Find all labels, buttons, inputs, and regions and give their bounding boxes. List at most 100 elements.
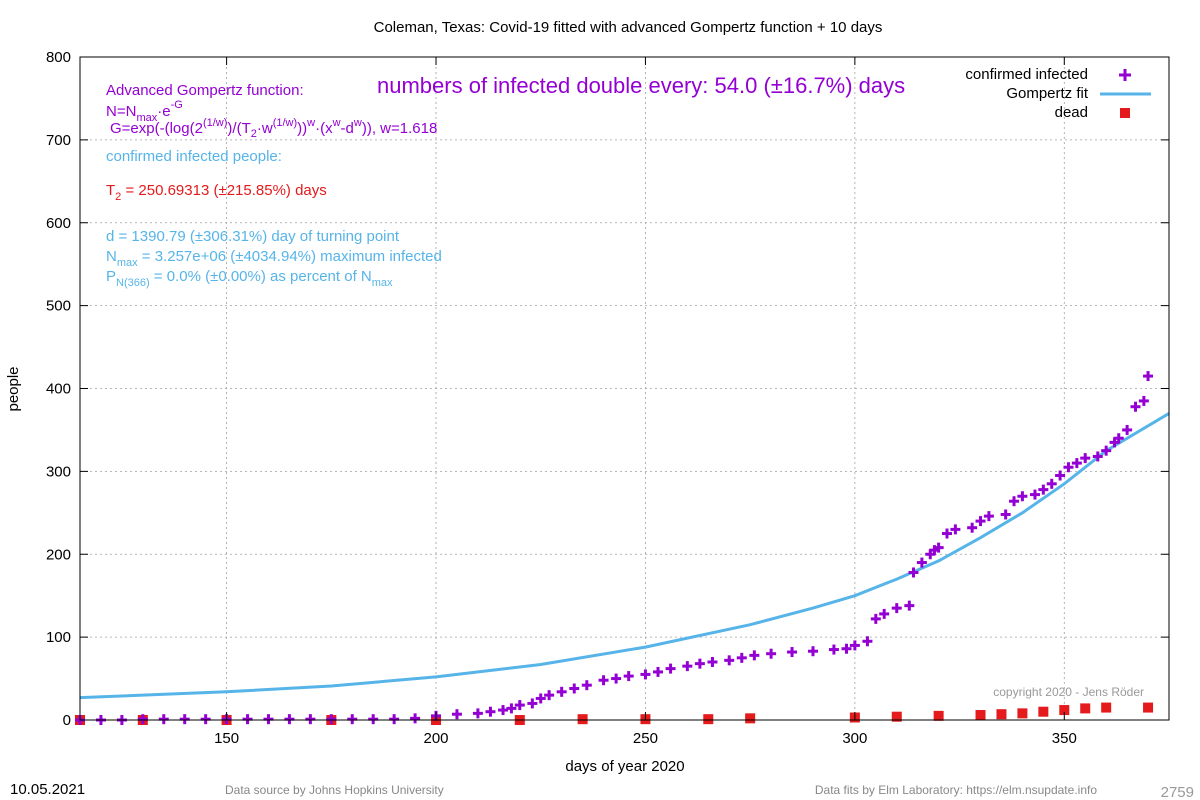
infected-point (1101, 445, 1112, 456)
infected-point (870, 613, 881, 624)
infected-point (569, 683, 580, 694)
infected-point (1017, 491, 1028, 502)
infected-point (527, 698, 538, 709)
infected-point (1046, 478, 1057, 489)
infected-point (535, 693, 546, 704)
infected-point (598, 675, 609, 686)
infected-point (950, 524, 961, 535)
formula-n-sub: max (136, 112, 157, 124)
formula-g-part5: ·(x (315, 120, 333, 137)
infected-point (653, 666, 664, 677)
nmax-rest: = 3.257e+06 (±4034.94%) maximum infected (138, 248, 442, 265)
copyright-note: copyright 2020 - Jens Röder (993, 685, 1144, 699)
infected-point (682, 661, 693, 672)
infected-point (368, 714, 379, 725)
infected-point (766, 648, 777, 659)
infected-point (1143, 371, 1154, 382)
infected-point (694, 658, 705, 669)
formula-g-part2: )/(T (227, 120, 250, 137)
dead-series-layer (75, 702, 1154, 725)
infected-point (1130, 401, 1141, 412)
infected-point (200, 714, 211, 725)
legend-label-fit: Gompertz fit (1006, 85, 1089, 102)
doubling-headline: numbers of infected double every: 54.0 (… (377, 73, 905, 98)
infected-point (1055, 470, 1066, 481)
infected-point (849, 640, 860, 651)
t2-line: T2 = 250.69313 (±215.85%) days (106, 182, 327, 203)
t2-rest: = 250.69313 (±215.85%) days (121, 182, 326, 199)
x-tick-label: 350 (1052, 730, 1077, 747)
dead-point (996, 709, 1007, 720)
formula-g-sup3: (1/w) (273, 117, 297, 129)
infected-point (514, 700, 525, 711)
p-sub2: max (372, 277, 393, 289)
dead-point (703, 714, 714, 725)
t2-main: T (106, 182, 115, 199)
infected-point (263, 714, 274, 725)
infected-point (623, 671, 634, 682)
legend: confirmed infected Gompertz fit dead (965, 66, 1151, 121)
formula-g-part3: ·w (257, 120, 273, 137)
formula-n: N=Nmax·e-G (106, 99, 183, 124)
infected-point (665, 663, 676, 674)
infected-point (736, 652, 747, 663)
dead-point (1080, 703, 1091, 714)
infected-point (975, 516, 986, 527)
infected-point (611, 673, 622, 684)
formula-n-mid: ·e (157, 103, 170, 120)
x-tick-label: 300 (842, 730, 867, 747)
dead-point (1038, 706, 1049, 717)
gompertz-title: Advanced Gompertz function: (106, 82, 304, 99)
infected-point (451, 709, 462, 720)
percent-line: PN(366) = 0.0% (±0.00%) as percent of Nm… (106, 268, 393, 289)
y-tick-label: 600 (46, 215, 71, 232)
y-tick-label: 100 (46, 629, 71, 646)
turning-point-line: d = 1390.79 (±306.31%) day of turning po… (106, 228, 400, 245)
infected-point (1122, 424, 1133, 435)
gompertz-fit-line (79, 412, 1170, 700)
grid-lines (80, 57, 1169, 720)
t2-sub: 2 (115, 191, 121, 203)
infected-point (1038, 484, 1049, 495)
dead-point (577, 714, 588, 725)
infected-point (1113, 433, 1124, 444)
infected-point (1080, 453, 1091, 464)
infected-point (1063, 462, 1074, 473)
infected-point (724, 655, 735, 666)
infected-point (326, 714, 337, 725)
legend-label-dead: dead (1055, 104, 1088, 121)
p-main: P (106, 268, 116, 285)
infected-point (284, 714, 295, 725)
x-tick-label: 200 (424, 730, 449, 747)
infected-point (485, 706, 496, 717)
y-tick-label: 700 (46, 132, 71, 149)
infected-point (862, 636, 873, 647)
y-tick-label: 400 (46, 381, 71, 398)
dead-point (1017, 708, 1028, 719)
x-tick-label: 150 (214, 730, 239, 747)
infected-point (347, 714, 358, 725)
infected-point (904, 600, 915, 611)
infected-point (916, 557, 927, 568)
formula-g-sup6: w (353, 117, 362, 129)
nmax-sub: max (117, 257, 138, 269)
infected-point (1092, 451, 1103, 462)
formula-g-sup1: (1/w) (203, 117, 227, 129)
chart-title: Coleman, Texas: Covid-19 fitted with adv… (374, 19, 883, 36)
formula-g-part7: )), w=1.618 (362, 120, 437, 137)
infected-point (1071, 458, 1082, 469)
y-tick-label: 500 (46, 298, 71, 315)
infected-point (498, 705, 509, 716)
formula-g-sup4: w (306, 117, 315, 129)
infected-point (707, 656, 718, 667)
p-sub: N(366) (116, 277, 150, 289)
footer-number: 2759 (1161, 784, 1194, 800)
nmax-line: Nmax = 3.257e+06 (±4034.94%) maximum inf… (106, 248, 442, 269)
infected-point (749, 650, 760, 661)
y-tick-label: 200 (46, 546, 71, 563)
confirmed-label: confirmed infected people: (106, 148, 282, 165)
infected-point (506, 703, 517, 714)
formula-g-part6: -d (341, 120, 354, 137)
dead-point (891, 711, 902, 722)
infected-point (158, 714, 169, 725)
